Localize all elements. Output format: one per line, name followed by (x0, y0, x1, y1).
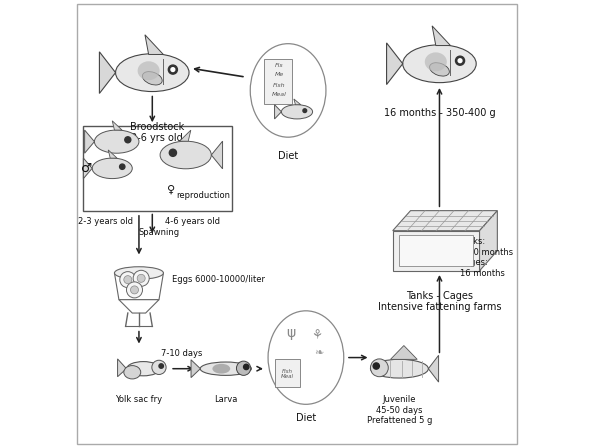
Ellipse shape (425, 52, 447, 71)
Ellipse shape (213, 364, 230, 374)
Circle shape (458, 59, 462, 63)
Text: Diet: Diet (296, 413, 316, 423)
Text: Tanks - Cages
Intensive fattening farms: Tanks - Cages Intensive fattening farms (378, 291, 501, 312)
Polygon shape (179, 130, 191, 141)
Polygon shape (145, 35, 163, 55)
Text: Me: Me (274, 72, 284, 78)
Circle shape (303, 109, 307, 112)
Polygon shape (115, 273, 163, 300)
Ellipse shape (268, 311, 344, 404)
Text: Spawning: Spawning (139, 228, 180, 237)
Text: Meal: Meal (271, 92, 287, 97)
Ellipse shape (116, 54, 189, 91)
Circle shape (171, 68, 175, 72)
Ellipse shape (429, 63, 449, 76)
Text: Eggs 6000-10000/liter: Eggs 6000-10000/liter (172, 275, 266, 284)
Circle shape (169, 149, 176, 156)
Text: ψ: ψ (286, 326, 295, 340)
Ellipse shape (115, 267, 163, 279)
Circle shape (152, 360, 166, 375)
Text: reproduction: reproduction (176, 190, 230, 199)
FancyBboxPatch shape (264, 59, 292, 104)
Circle shape (119, 164, 125, 169)
Polygon shape (118, 359, 127, 377)
Text: ♀: ♀ (168, 184, 175, 194)
Bar (399, 235, 473, 266)
Ellipse shape (127, 362, 160, 376)
Polygon shape (274, 105, 282, 119)
Circle shape (373, 363, 380, 369)
Ellipse shape (124, 366, 141, 379)
Text: 7-10 days: 7-10 days (160, 349, 202, 358)
Ellipse shape (138, 61, 160, 80)
Polygon shape (390, 345, 417, 359)
Text: Larva: Larva (214, 396, 238, 405)
Text: Tanks:
8-10 months
Cages:
16 months: Tanks: 8-10 months Cages: 16 months (460, 237, 513, 278)
Circle shape (125, 137, 131, 143)
Polygon shape (84, 130, 94, 153)
Text: 16 months - 350-400 g: 16 months - 350-400 g (384, 108, 495, 118)
Circle shape (120, 271, 136, 288)
Ellipse shape (250, 44, 326, 137)
Circle shape (137, 274, 145, 282)
Polygon shape (393, 211, 497, 231)
Text: ♂: ♂ (81, 162, 92, 175)
Ellipse shape (94, 130, 139, 153)
Polygon shape (119, 300, 159, 313)
Polygon shape (191, 360, 200, 378)
Ellipse shape (371, 359, 428, 378)
Text: Fish: Fish (273, 82, 286, 88)
Text: 2-3 years old: 2-3 years old (78, 217, 133, 226)
Polygon shape (294, 99, 301, 105)
Ellipse shape (200, 362, 251, 375)
Circle shape (168, 65, 178, 74)
Polygon shape (428, 355, 438, 382)
FancyBboxPatch shape (275, 359, 300, 387)
Ellipse shape (92, 158, 132, 179)
Circle shape (124, 276, 132, 284)
Polygon shape (387, 43, 403, 85)
Text: ⚘: ⚘ (311, 329, 323, 342)
Circle shape (244, 364, 249, 370)
Text: Juvenile
45-50 days
Prefattened 5 g: Juvenile 45-50 days Prefattened 5 g (366, 396, 432, 425)
Circle shape (371, 359, 388, 377)
Text: Yolk sac fry: Yolk sac fry (115, 396, 163, 405)
Polygon shape (108, 150, 117, 158)
Polygon shape (83, 158, 92, 179)
Circle shape (456, 56, 465, 65)
Ellipse shape (403, 45, 476, 82)
Text: Fis: Fis (275, 64, 283, 69)
Circle shape (127, 282, 143, 298)
Circle shape (131, 286, 138, 294)
Polygon shape (432, 26, 450, 46)
Text: ❧: ❧ (315, 348, 324, 358)
Bar (393, 231, 479, 271)
Polygon shape (112, 121, 122, 130)
Text: Diet: Diet (278, 151, 298, 160)
Ellipse shape (143, 72, 162, 85)
Circle shape (159, 364, 163, 368)
Text: 4-6 years old: 4-6 years old (165, 217, 220, 226)
Polygon shape (479, 211, 497, 271)
Polygon shape (99, 52, 116, 94)
Polygon shape (211, 141, 223, 169)
Circle shape (236, 361, 251, 375)
Ellipse shape (282, 105, 312, 119)
Bar (83, 126, 232, 211)
Circle shape (133, 270, 149, 286)
Text: Fish
Meal: Fish Meal (281, 369, 293, 379)
Ellipse shape (160, 141, 211, 169)
Text: Broodstock
2-6 yrs old: Broodstock 2-6 yrs old (129, 121, 184, 143)
